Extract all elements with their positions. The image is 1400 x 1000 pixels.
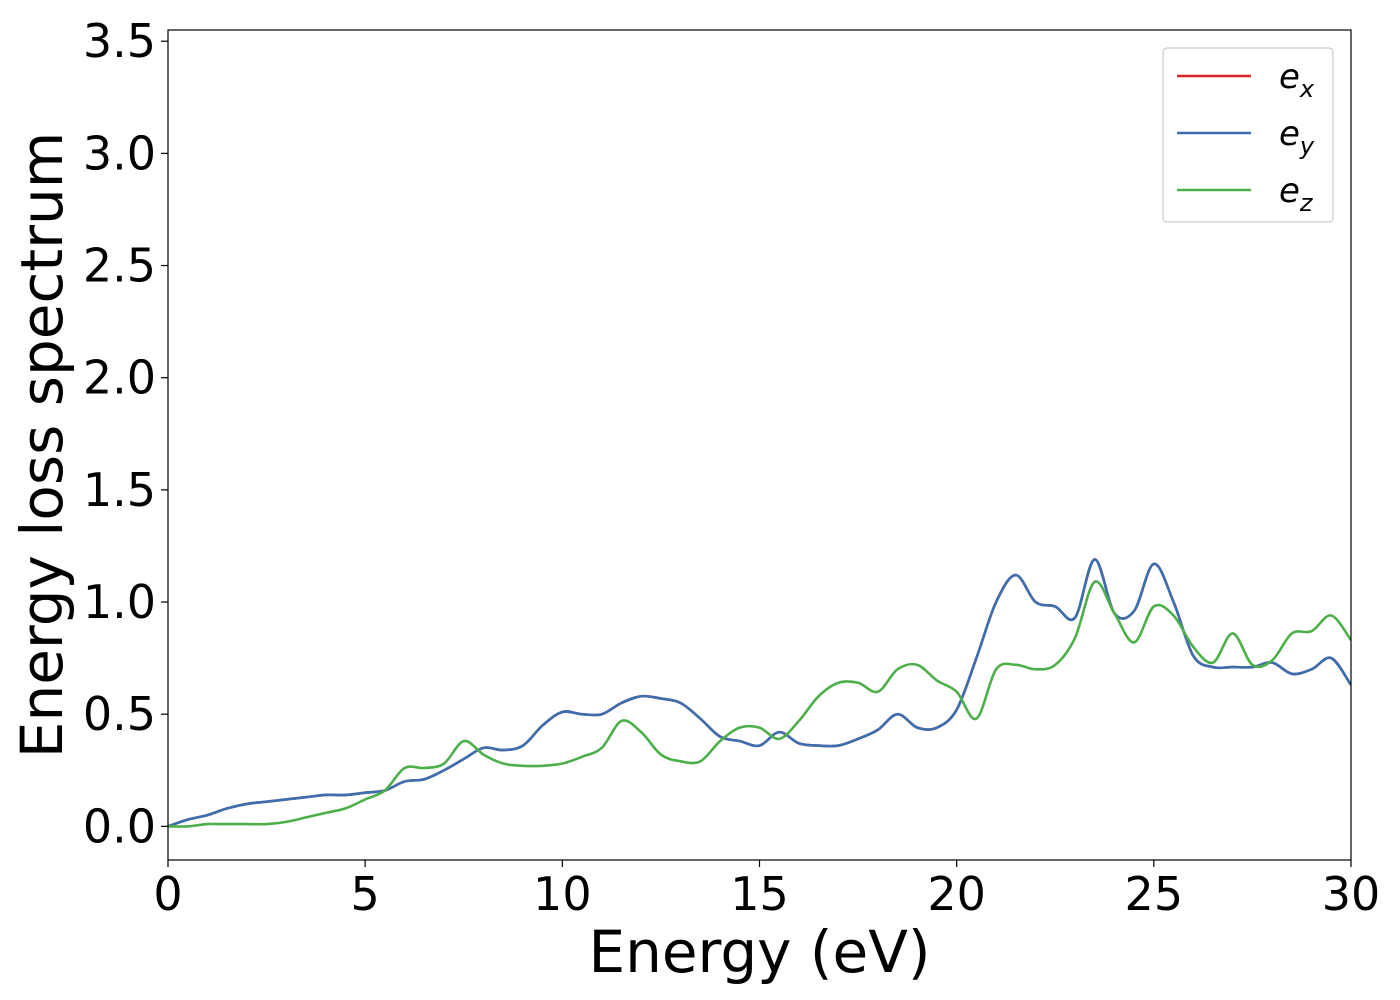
y-axis-ticks: 0.0 0.5 1.0 1.5 2.0 2.5 3.0 3.5 — [83, 14, 168, 853]
y-tick-label: 2.5 — [83, 239, 156, 293]
legend-box — [1162, 47, 1334, 223]
y-tick-label: 3.0 — [83, 126, 156, 180]
legend-label-sub: z — [1299, 189, 1314, 217]
legend-label-base: e — [1279, 171, 1300, 211]
x-tick-label: 0 — [153, 867, 182, 921]
y-tick-label: 0.0 — [83, 799, 156, 853]
x-axis-ticks: 0 5 10 15 20 25 30 — [153, 860, 1380, 921]
x-tick-label: 10 — [533, 867, 592, 921]
legend-label-base: e — [1279, 57, 1300, 97]
x-tick-label: 30 — [1322, 867, 1381, 921]
x-tick-label: 15 — [730, 867, 789, 921]
x-axis-title: Energy (eV) — [588, 918, 930, 986]
y-tick-label: 3.5 — [83, 14, 156, 68]
series-layer — [168, 558, 1351, 828]
y-tick-label: 2.0 — [83, 351, 156, 405]
y-axis-title: Energy loss spectrum — [8, 132, 76, 758]
x-tick-label: 25 — [1125, 867, 1184, 921]
series-line-y — [168, 558, 1351, 828]
legend-label-base: e — [1279, 114, 1300, 154]
legend-label-z: ez — [1279, 171, 1314, 217]
legend-label-sub: x — [1299, 75, 1315, 103]
legend-label-x: ex — [1279, 57, 1315, 103]
series-line-z — [168, 580, 1351, 828]
x-tick-label: 20 — [927, 867, 986, 921]
y-tick-label: 0.5 — [83, 687, 156, 741]
y-tick-label: 1.5 — [83, 463, 156, 517]
y-tick-label: 1.0 — [83, 575, 156, 629]
x-tick-label: 5 — [351, 867, 380, 921]
legend-label-sub: y — [1299, 132, 1315, 160]
legend-label-y: ey — [1279, 114, 1315, 160]
